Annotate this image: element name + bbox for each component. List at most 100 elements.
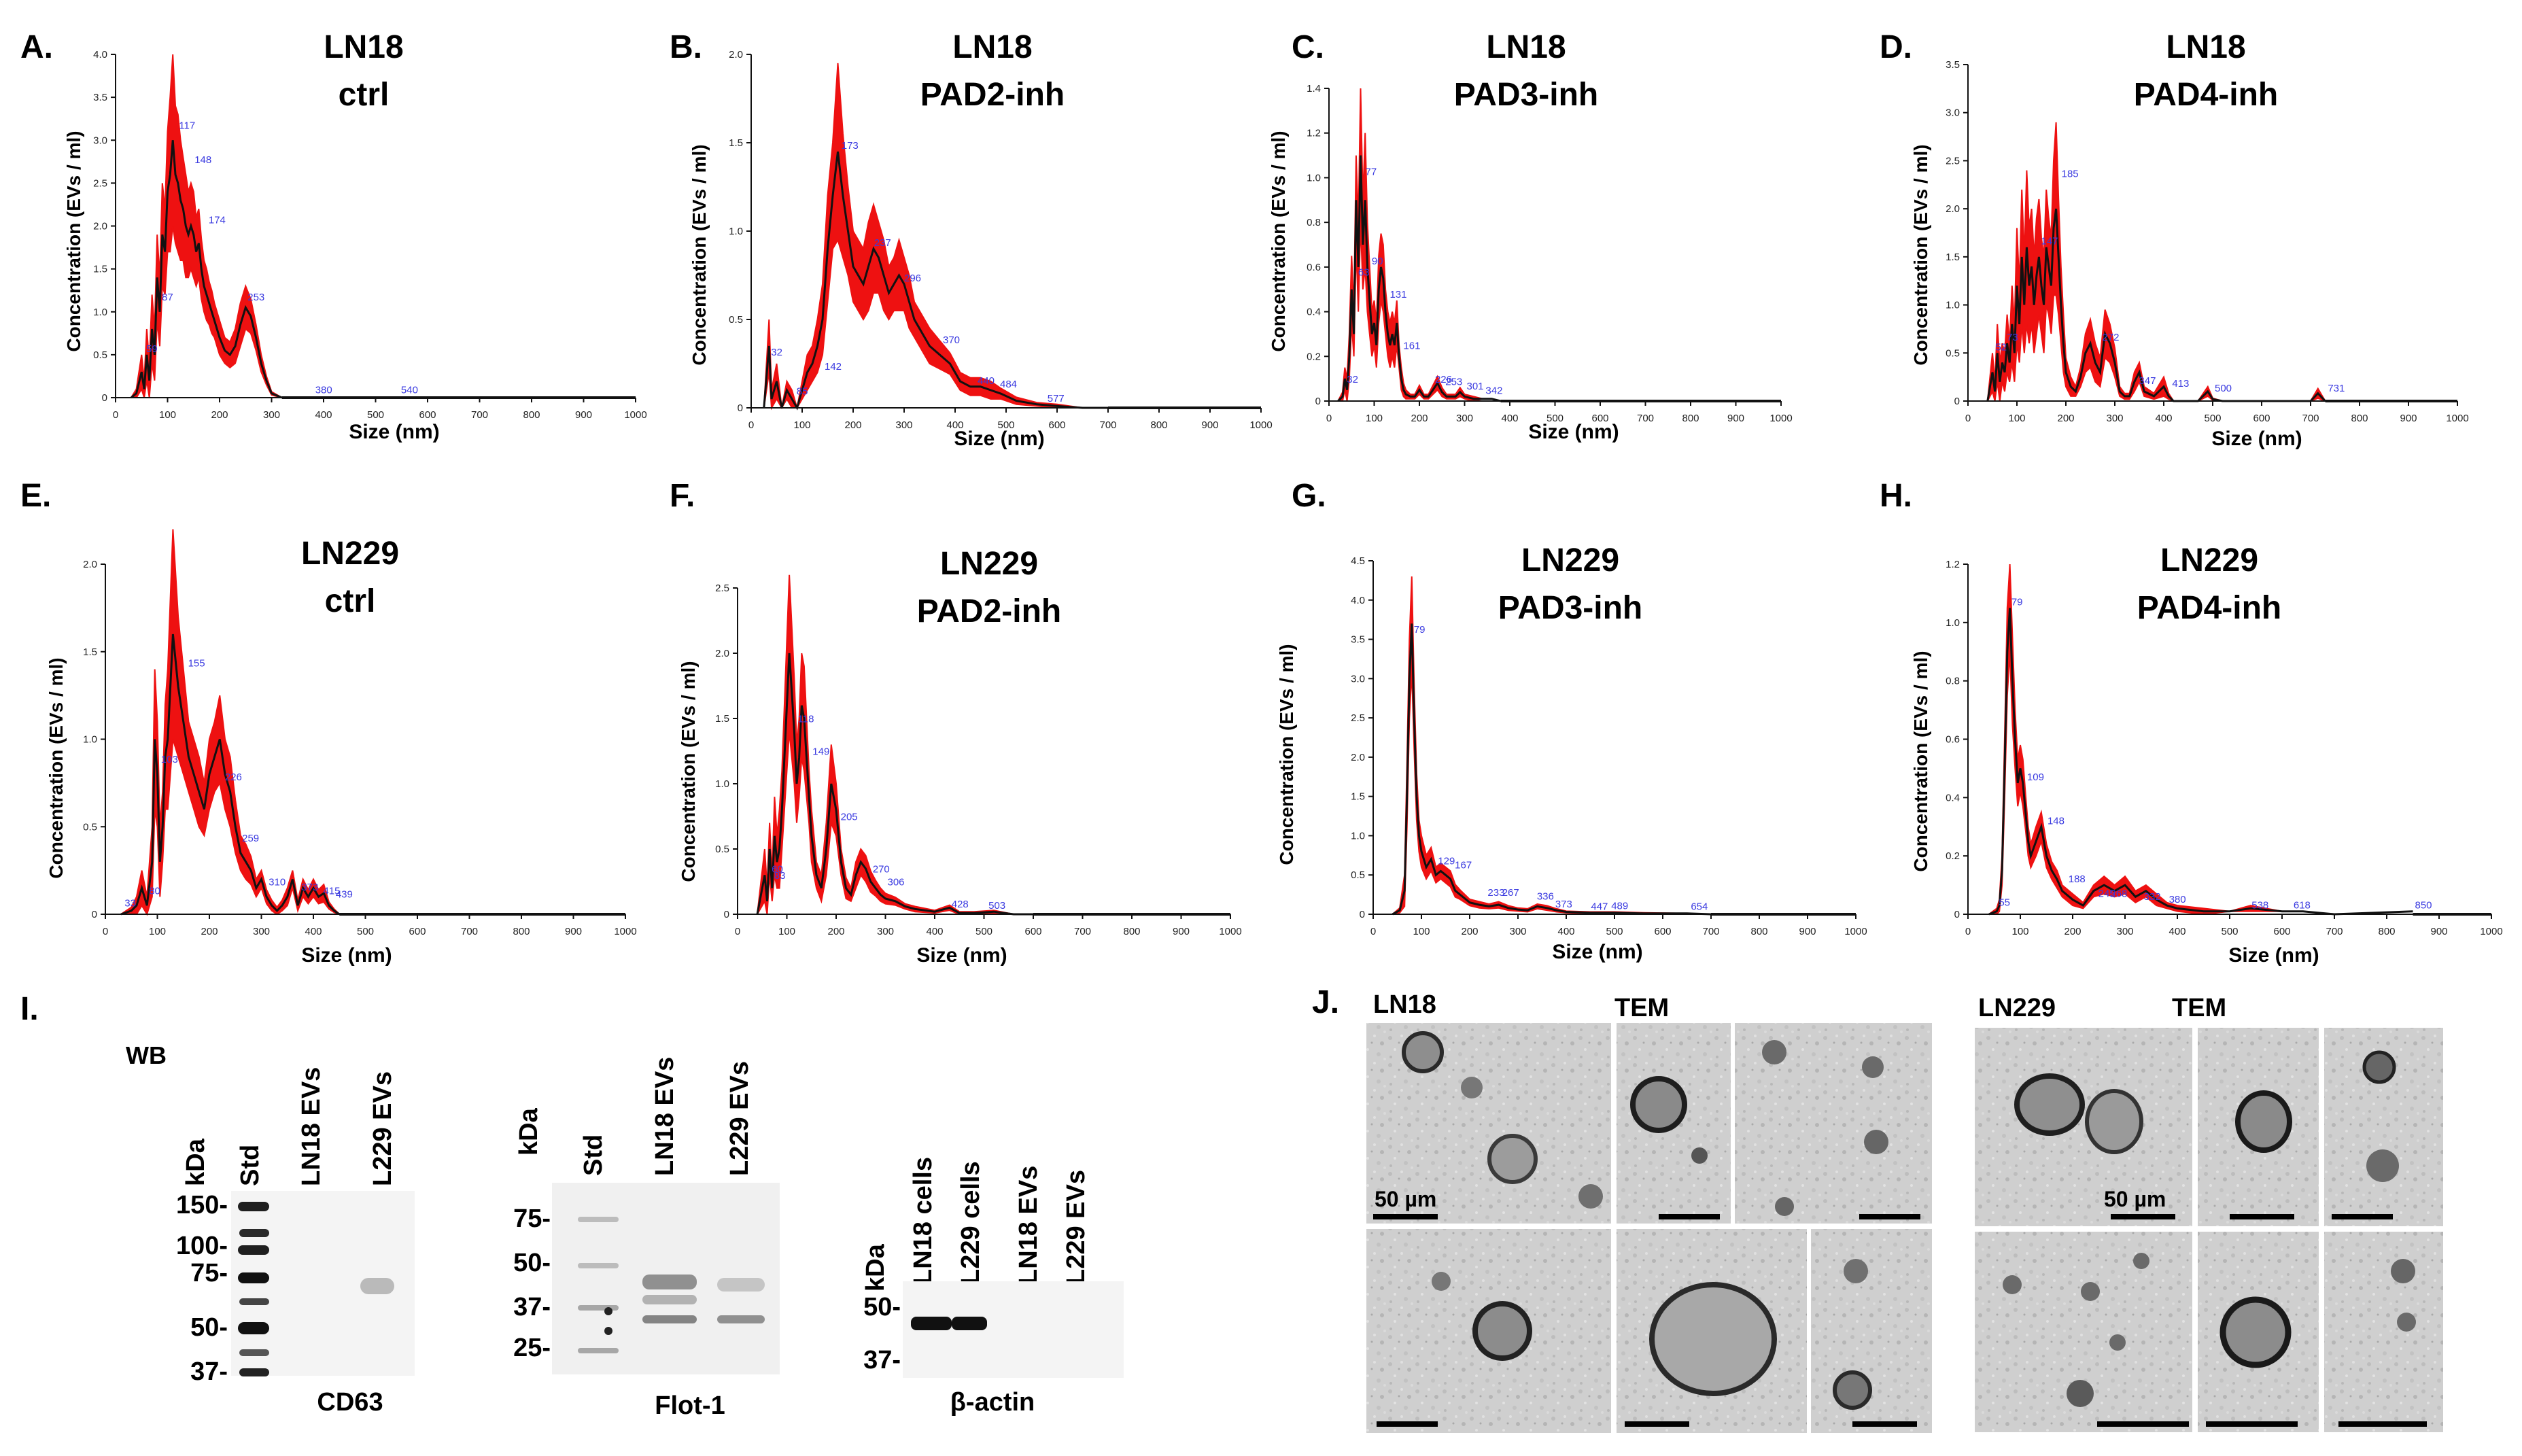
peak-label: 79 <box>1414 624 1426 636</box>
vesicle <box>1630 1076 1687 1133</box>
peak-label: 85 <box>797 385 808 397</box>
y-tick-label: 0 <box>102 392 107 404</box>
wb-label: WB <box>126 1041 167 1069</box>
y-tick-label: 0 <box>1954 909 1960 920</box>
x-tick-label: 400 <box>2155 413 2172 424</box>
peak-label: 538 <box>2251 900 2268 912</box>
x-tick-label: 600 <box>419 409 436 421</box>
peak-label: 73 <box>2007 332 2018 343</box>
peak-label: 174 <box>209 215 226 226</box>
ladder-band <box>238 1202 269 1211</box>
x-tick-label: 800 <box>1682 413 1699 424</box>
x-tick-label: 400 <box>2169 926 2186 937</box>
y-tick-label: 1.0 <box>1351 830 1365 842</box>
panel-h: H. LN229 PAD4-inh Size (nm) Concentratio… <box>1880 478 2503 967</box>
x-tick-label: 700 <box>1702 926 1719 937</box>
peak-label: 413 <box>2172 378 2189 389</box>
vesicle <box>2067 1380 2094 1407</box>
chart-title-line1: LN229 <box>1521 542 1619 578</box>
x-tick-label: 200 <box>2064 926 2081 937</box>
y-tick-label: 1.5 <box>1946 252 1960 263</box>
x-tick-label: 600 <box>409 926 426 937</box>
x-axis-label: Size (nm) <box>954 428 1044 450</box>
chart-title-line1: LN18 <box>324 29 403 65</box>
y-tick-label: 1.4 <box>1307 83 1321 94</box>
peak-label: 380 <box>2169 894 2186 905</box>
peak-label: 484 <box>1000 379 1017 390</box>
y-tick-label: 0.8 <box>1946 676 1960 687</box>
x-tick-label: 900 <box>1173 926 1190 937</box>
vesicle <box>1649 1282 1777 1396</box>
peak-label: 63 <box>1358 266 1370 278</box>
x-tick-label: 900 <box>565 926 582 937</box>
peak-label: 142 <box>825 361 842 372</box>
y-tick-label: 2.0 <box>1946 203 1960 215</box>
x-tick-label: 300 <box>877 926 894 937</box>
y-axis-label: Concentration (EVs / ml) <box>1910 144 1931 365</box>
lane-label: L229 EVs <box>368 1071 397 1186</box>
x-tick-label: 700 <box>461 926 478 937</box>
ladder-dot <box>604 1327 612 1335</box>
mean-line <box>1337 155 1502 402</box>
kda-marker: 75- <box>513 1204 551 1233</box>
chart-title-line2: PAD3-inh <box>1454 77 1598 113</box>
peak-label: 161 <box>1403 341 1420 352</box>
x-tick-label: 400 <box>315 409 332 421</box>
peak-label: 489 <box>1611 901 1628 912</box>
y-tick-label: 0.5 <box>83 821 97 833</box>
x-tick-label: 1000 <box>624 409 646 421</box>
chart-title-line2: ctrl <box>325 583 376 619</box>
ladder-band <box>238 1322 269 1334</box>
peak-label: 370 <box>943 334 960 346</box>
x-tick-label: 500 <box>1606 926 1623 937</box>
kda-marker: 37- <box>513 1293 551 1321</box>
vesicle <box>2362 1050 2396 1084</box>
chart-title-line2: ctrl <box>339 77 390 113</box>
x-axis-label: Size (nm) <box>916 944 1007 967</box>
x-tick-label: 600 <box>1591 413 1608 424</box>
panel-g: G. LN229 PAD3-inh Size (nm) Concentratio… <box>1276 478 1867 963</box>
peak-label: 500 <box>2215 383 2232 394</box>
blot-name: CD63 <box>317 1388 383 1417</box>
vesicle <box>1862 1056 1884 1078</box>
plot-area: 0 100 200 300 400 500 600 700 800 900 1000 0 0.5 1.0 1… <box>93 49 647 421</box>
peak-label: 185 <box>2062 169 2079 180</box>
y-tick-label: 0 <box>1315 396 1321 407</box>
vesicle <box>2109 1334 2126 1351</box>
vesicle <box>2366 1149 2399 1182</box>
x-tick-label: 400 <box>305 926 322 937</box>
y-tick-label: 1.0 <box>93 307 107 318</box>
x-tick-label: 1000 <box>1769 413 1792 424</box>
peak-label: 440 <box>978 375 995 387</box>
y-tick-label: 2.5 <box>1946 155 1960 167</box>
panel-c: C. LN18 PAD3-inh Size (nm) Concentration… <box>1268 29 1793 443</box>
y-axis-label: Concentration (EVs / ml) <box>1276 644 1297 865</box>
y-tick-label: 1.2 <box>1307 128 1321 139</box>
peak-label: 55 <box>1999 897 2010 908</box>
tem-cell-label: LN18 <box>1373 990 1436 1019</box>
peak-label: 167 <box>1455 859 1472 871</box>
peak-label: 272 <box>2102 332 2119 343</box>
panel-letter: E. <box>20 478 51 514</box>
plot-area: 0 100 200 300 400 500 600 700 800 900 1000 0 0.5 1.0 1… <box>729 49 1273 431</box>
ladder-band <box>578 1217 619 1222</box>
cd63-band <box>360 1278 394 1294</box>
lane-label: Std <box>236 1145 264 1186</box>
chart-title-line1: LN18 <box>2166 29 2245 65</box>
x-tick-label: 1000 <box>1249 419 1272 431</box>
peak-label: 226 <box>1435 374 1452 385</box>
vesicle <box>1432 1272 1451 1291</box>
vesicle <box>1402 1031 1444 1073</box>
error-band <box>757 574 1033 915</box>
x-tick-label: 600 <box>2273 926 2290 937</box>
y-tick-label: 0 <box>1954 396 1960 407</box>
peak-label: 577 <box>1048 393 1065 404</box>
kda-marker: 37- <box>190 1357 228 1386</box>
y-tick-label: 1.5 <box>729 137 743 149</box>
y-tick-label: 0 <box>92 909 97 920</box>
kda-label: kDa <box>861 1243 890 1292</box>
peak-label: 80 <box>149 885 160 897</box>
tem-group-ln229: LN229 TEM 50 µm <box>1975 994 2443 1432</box>
tem-image <box>1975 1028 2192 1226</box>
peak-label: 77 <box>1366 166 1377 177</box>
